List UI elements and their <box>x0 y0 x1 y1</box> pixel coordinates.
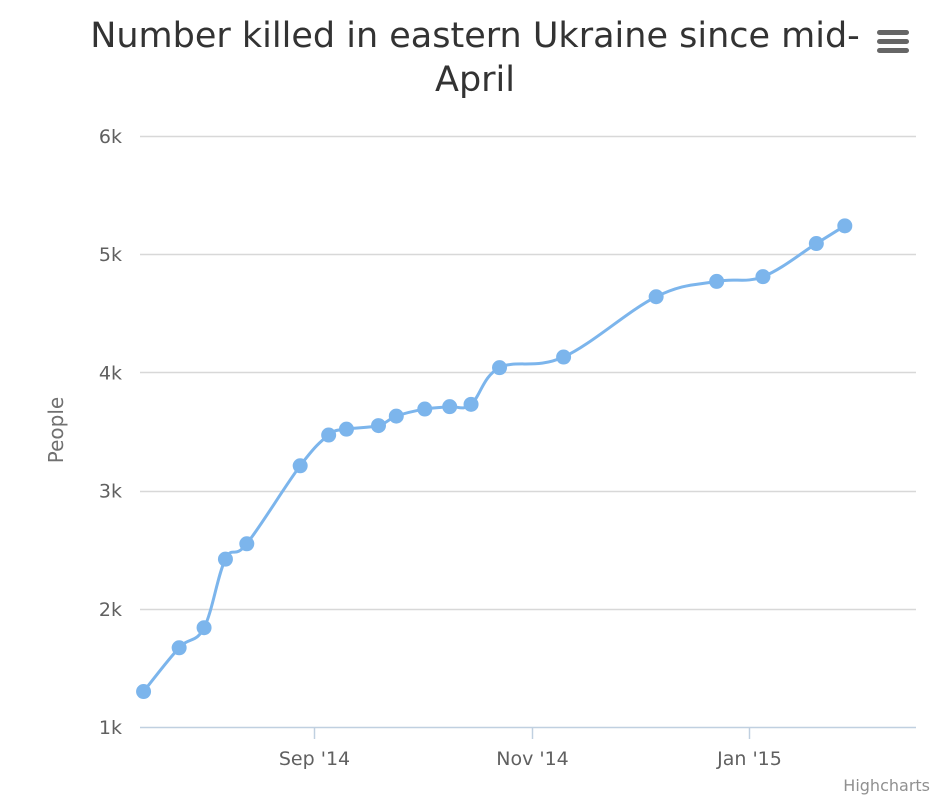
data-point <box>463 396 479 412</box>
data-point <box>196 620 212 636</box>
data-point <box>217 551 233 567</box>
data-point <box>837 218 853 234</box>
data-point <box>417 401 433 417</box>
axes: 1k 2k 3k 4k 5k 6k Sep '14 Nov '14 Jan '15 <box>99 126 916 770</box>
y-tick-label: 3k <box>99 481 122 503</box>
data-point <box>442 399 458 415</box>
data-point <box>321 427 337 443</box>
data-point <box>388 408 404 424</box>
data-point <box>709 273 725 289</box>
data-point <box>171 640 187 656</box>
x-tick-label: Nov '14 <box>496 748 569 770</box>
data-point <box>292 458 308 474</box>
data-point <box>136 684 152 700</box>
series-layer <box>136 218 853 700</box>
context-menu-button[interactable] <box>872 22 914 62</box>
data-point <box>808 236 824 252</box>
data-point <box>755 269 771 285</box>
menu-icon-bar <box>877 30 909 35</box>
y-tick-label: 4k <box>99 362 122 384</box>
y-tick-label: 5k <box>99 244 122 266</box>
credits-link[interactable]: Highcharts <box>843 776 930 795</box>
menu-icon-bar <box>877 39 909 44</box>
chart-title: Number killed in eastern Ukraine since m… <box>90 16 860 100</box>
data-point <box>239 536 255 552</box>
x-tick-label: Sep '14 <box>279 748 350 770</box>
data-point <box>370 418 386 434</box>
y-tick-label: 2k <box>99 599 122 621</box>
y-tick-label: 1k <box>99 717 122 739</box>
x-tick-label: Jan '15 <box>716 748 782 770</box>
y-tick-label: 6k <box>99 126 122 148</box>
data-point <box>648 289 664 305</box>
y-axis-title: People <box>44 397 68 463</box>
data-point <box>338 421 354 437</box>
grid-lines <box>140 135 916 611</box>
menu-icon-bar <box>877 48 909 53</box>
data-point <box>556 349 572 365</box>
series-line <box>142 224 846 693</box>
data-point <box>492 360 508 376</box>
